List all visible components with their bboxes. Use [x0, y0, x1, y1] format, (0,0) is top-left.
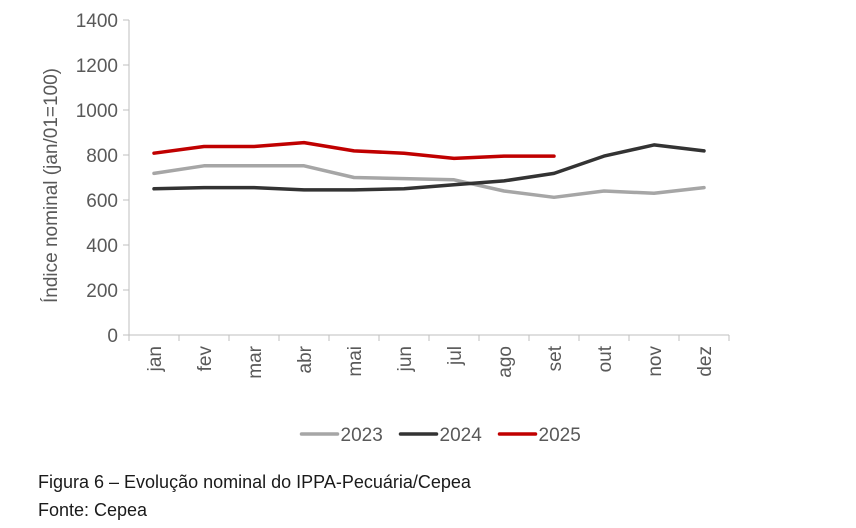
figure-caption: Figura 6 – Evolução nominal do IPPA-Pecu…: [38, 472, 471, 492]
legend-label: 2023: [341, 425, 383, 446]
legend-item-2024: 2024: [398, 425, 483, 446]
y-tick-label: 400: [86, 236, 118, 257]
series-line-2025: [152, 140, 556, 161]
y-tick-label: 600: [86, 191, 118, 212]
x-tick-label: jul: [445, 346, 466, 366]
x-tick-label: ago: [495, 346, 516, 378]
legend-label: 2024: [440, 425, 483, 446]
y-tick-label: 1000: [76, 101, 118, 122]
x-tick-label: dez: [695, 346, 716, 377]
series-line-2023: [152, 164, 706, 200]
chart-legend: 2023 2024 2025: [299, 425, 581, 446]
x-tick-label: nov: [645, 346, 666, 377]
x-tick-label: set: [545, 345, 566, 371]
y-tick-label: 0: [107, 326, 118, 347]
figure-source: Fonte: Cepea: [38, 500, 148, 520]
x-tick-label: jun: [395, 346, 416, 372]
chart-series: [152, 140, 706, 200]
x-tick-label: out: [595, 345, 616, 372]
x-tick-label: abr: [295, 345, 316, 373]
chart-axes: 0 200 400 600 800 1000 1200 1400 jan fev mar abr mai…: [41, 11, 730, 379]
legend-label: 2025: [539, 425, 581, 446]
x-tick-label: mar: [245, 345, 266, 378]
series-line-2024: [152, 143, 706, 192]
legend-item-2025: 2025: [497, 425, 581, 446]
legend-item-2023: 2023: [299, 425, 383, 446]
y-tick-label: 1200: [76, 56, 118, 77]
y-tick-label: 800: [86, 146, 118, 167]
y-tick-label: 200: [86, 281, 118, 302]
x-tick-label: mai: [345, 346, 366, 377]
y-tick-label: 1400: [76, 11, 118, 32]
x-tick-label: fev: [195, 346, 216, 372]
y-axis-title: Índice nominal (jan/01=100): [41, 68, 62, 303]
x-tick-label: jan: [145, 346, 166, 372]
